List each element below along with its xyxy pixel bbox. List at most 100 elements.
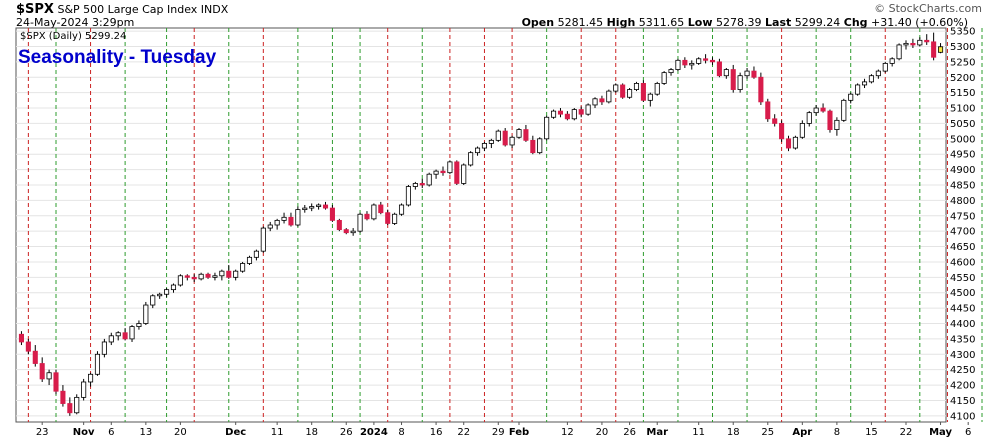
candle-down <box>785 138 792 149</box>
y-tick-label: 5350 <box>950 27 975 38</box>
candle-up <box>81 381 87 398</box>
candle-up <box>461 164 467 184</box>
brand-logo: © StockCharts.com <box>874 2 982 15</box>
candle-up <box>281 216 287 221</box>
candle-up <box>219 270 225 277</box>
y-tick-label: 5250 <box>950 57 975 68</box>
candle-up <box>46 372 52 380</box>
candle-up <box>647 93 653 101</box>
y-tick-label: 4850 <box>950 180 975 191</box>
x-tick-label: 22 <box>457 427 470 438</box>
x-tick-label: 11 <box>271 427 284 438</box>
candle-up <box>468 152 474 166</box>
y-tick-label: 4900 <box>950 165 975 176</box>
candle-down <box>25 341 31 352</box>
x-tick-label: 6 <box>108 427 114 438</box>
x-tick-label: 8 <box>834 427 840 438</box>
x-tick-label: 2024 <box>360 427 388 438</box>
last-label: Last <box>765 16 792 29</box>
candle-down <box>931 41 937 58</box>
candle-down <box>765 101 771 120</box>
candle-down <box>322 204 329 209</box>
x-tick-label: 6 <box>965 427 971 438</box>
candle-up <box>136 323 142 327</box>
y-tick-label: 5300 <box>950 42 975 53</box>
candle-up <box>855 84 861 95</box>
candle-up <box>509 136 515 146</box>
candle-down <box>779 123 785 140</box>
candle-down <box>67 403 73 414</box>
candle-down <box>184 275 190 278</box>
candle-up <box>475 147 481 154</box>
candle-up <box>412 183 418 187</box>
candle-up <box>309 206 315 209</box>
candle-up <box>654 83 660 95</box>
x-tick-label: 8 <box>398 427 404 438</box>
low-value: 5278.39 <box>716 16 762 29</box>
candle-up <box>744 70 750 77</box>
candle-down <box>226 270 232 278</box>
open-value: 5281.45 <box>557 16 604 29</box>
candle-up <box>571 109 577 120</box>
candle-down <box>18 333 24 343</box>
chg-label: Chg <box>843 16 868 29</box>
candle-up <box>848 93 854 101</box>
chg-value: +31.40 (+0.60%) <box>871 16 968 29</box>
candle-up <box>157 293 163 297</box>
candle-down <box>620 84 626 98</box>
candle-up <box>426 173 432 186</box>
y-tick-label: 5050 <box>950 119 975 130</box>
candle-up <box>129 326 135 340</box>
x-tick-label: 13 <box>139 427 152 438</box>
candle-up <box>350 230 356 234</box>
y-tick-label: 4550 <box>950 273 975 284</box>
candle-up <box>551 110 557 118</box>
x-tick-label: 20 <box>596 427 609 438</box>
candle-up <box>516 129 522 138</box>
x-tick-label: Apr <box>792 427 812 438</box>
candle-up <box>537 138 543 154</box>
candle-up <box>495 130 501 141</box>
candle-down <box>364 213 370 220</box>
x-tick-label: 18 <box>305 427 318 438</box>
chart-legend: $SPX (Daily) 5299.24 <box>20 31 126 42</box>
candle-up <box>675 59 681 70</box>
candle-down <box>53 372 59 392</box>
x-tick-label: 22 <box>900 427 913 438</box>
ohlc-readout: Open 5281.45 High 5311.65 Low 5278.39 La… <box>522 16 968 29</box>
chart-title: Seasonality - Tuesday <box>18 47 217 68</box>
candle-up <box>74 396 80 414</box>
candle-down <box>39 363 45 380</box>
candle-up <box>274 219 280 226</box>
candle-down <box>530 139 536 154</box>
candle-up <box>253 250 259 258</box>
candle-down <box>523 129 529 141</box>
candle-up <box>233 270 239 278</box>
candle-up <box>841 99 847 121</box>
y-tick-label: 4650 <box>950 242 975 253</box>
candle-up <box>696 58 702 64</box>
candle-down <box>910 42 916 46</box>
candle-up <box>198 273 204 280</box>
candle-up <box>295 209 301 226</box>
y-tick-label: 4500 <box>950 288 975 299</box>
candle-up <box>115 332 121 337</box>
date-stamp: 24-May-2024 3:29pm <box>16 16 135 29</box>
candle-up <box>405 186 411 206</box>
y-tick-label: 4800 <box>950 196 975 207</box>
candle-up <box>799 123 805 138</box>
candle-down <box>454 161 460 184</box>
candle-down <box>385 212 391 224</box>
candle-up <box>101 341 107 355</box>
x-tick-label: Feb <box>509 427 529 438</box>
candle-up <box>806 112 812 124</box>
candle-up <box>737 75 743 90</box>
candle-up <box>164 289 170 295</box>
candle-up <box>661 72 667 84</box>
candle-down <box>772 118 778 124</box>
candle-down <box>378 204 384 214</box>
candle-up <box>606 90 612 103</box>
candle-up <box>627 89 633 98</box>
x-tick-label: 15 <box>865 427 878 438</box>
candle-down <box>329 207 335 221</box>
